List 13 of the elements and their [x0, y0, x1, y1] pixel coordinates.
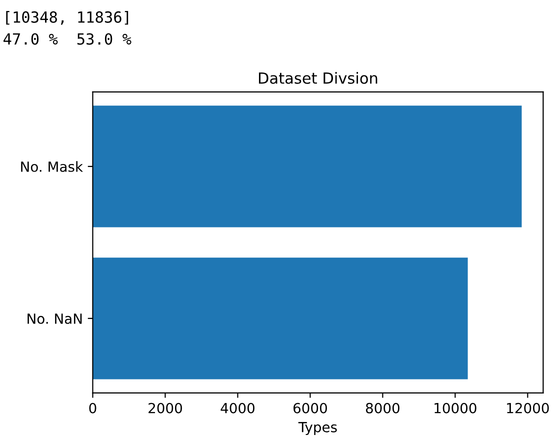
x-tick-label: 12000 — [507, 402, 549, 414]
x-tick-label: 4000 — [220, 402, 254, 414]
x-tick-label: 8000 — [366, 402, 400, 414]
x-tick-label: 2000 — [148, 402, 182, 414]
chart-title: Dataset Divsion — [258, 72, 378, 84]
x-tick-label: 6000 — [293, 402, 327, 414]
x-axis-title: Types — [298, 422, 337, 436]
y-tick-label: No. Mask — [21, 161, 83, 172]
text: 47.0 % 53.0 % — [4, 33, 132, 45]
text: [10348, 11836] — [6, 11, 128, 25]
x-tick-label: 0 — [89, 402, 96, 414]
y-tick-label: No. NaN — [28, 314, 82, 324]
x-tick-label: 10000 — [434, 402, 476, 414]
